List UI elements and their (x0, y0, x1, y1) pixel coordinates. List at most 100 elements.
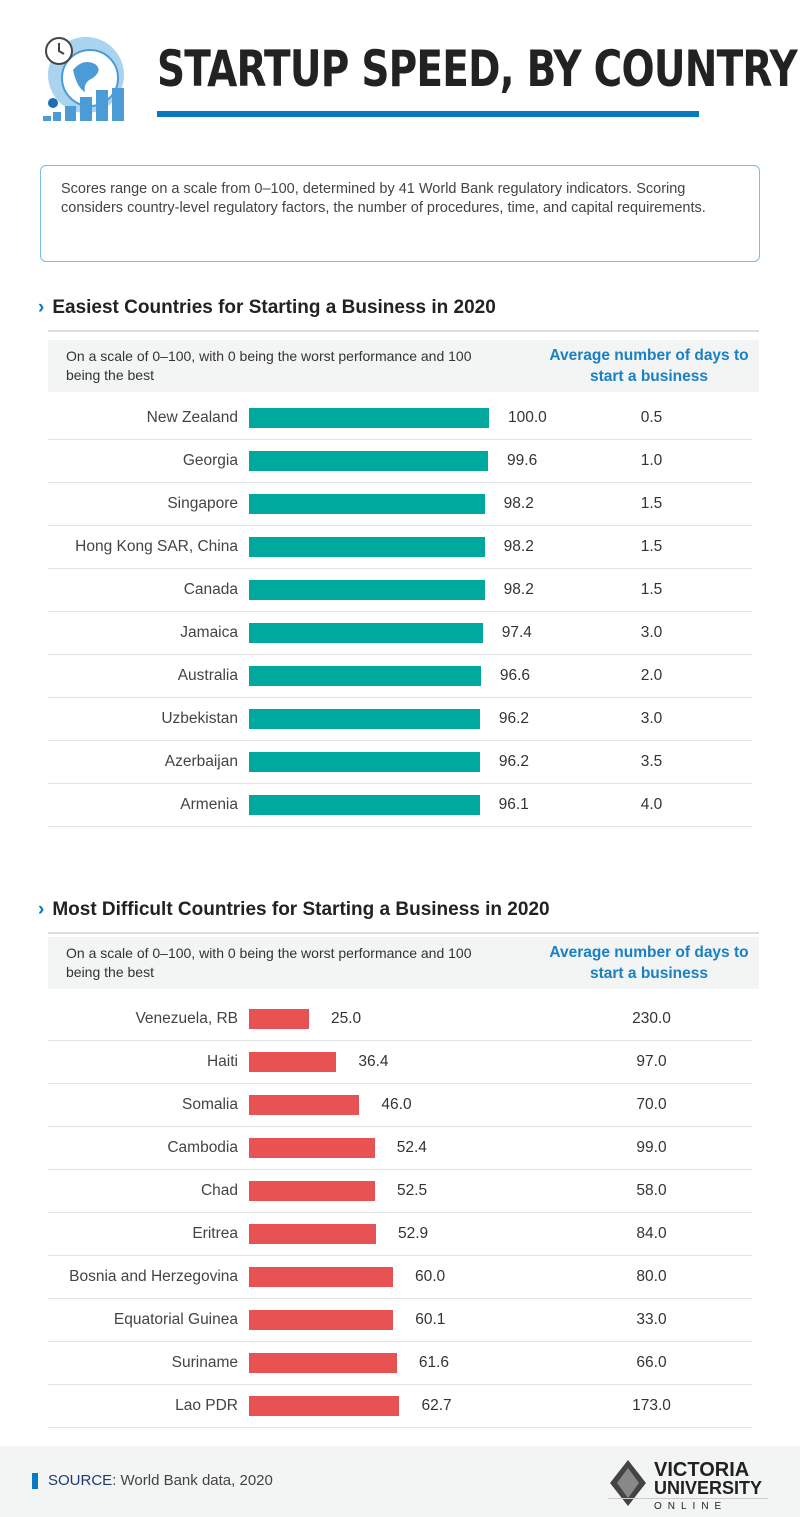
days-value: 99.0 (636, 1139, 667, 1156)
days-header: Average number of days to start a busine… (549, 944, 749, 982)
score-bar (249, 451, 489, 471)
days-value: 1.5 (640, 581, 663, 598)
table-row: Suriname 61.6 66.0 (48, 1342, 752, 1385)
score-value: 52.9 (397, 1225, 429, 1242)
country-label: Eritrea (192, 1225, 238, 1242)
table-row: Chad 52.5 58.0 (48, 1170, 752, 1213)
score-bar (249, 1138, 375, 1158)
country-label: New Zealand (146, 409, 238, 426)
svg-text:VICTORIA: VICTORIA (654, 1459, 749, 1481)
victoria-university-logo-icon: VICTORIA UNIVERSITY ONLINE (608, 1459, 768, 1512)
table-row: Jamaica 97.4 3.0 (48, 612, 752, 655)
table-row: New Zealand 100.0 0.5 (48, 397, 752, 440)
days-value: 4.0 (640, 796, 663, 813)
table-row: Eritrea 52.9 84.0 (48, 1213, 752, 1256)
score-bar (249, 494, 485, 514)
svg-text:ONLINE: ONLINE (654, 1501, 727, 1512)
score-value: 52.5 (397, 1182, 428, 1199)
days-value: 1.5 (640, 538, 663, 555)
score-value: 98.2 (503, 581, 534, 598)
days-value: 1.5 (640, 495, 663, 512)
country-label: Lao PDR (175, 1397, 238, 1414)
score-bar (249, 1310, 394, 1330)
score-bar (249, 709, 480, 729)
country-label: Canada (183, 581, 238, 598)
country-label: Suriname (171, 1354, 238, 1371)
score-value: 96.6 (499, 667, 530, 684)
score-value: 61.6 (418, 1354, 449, 1371)
days-value: 80.0 (636, 1268, 667, 1285)
country-label: Haiti (206, 1053, 238, 1070)
footer: SOURCE: World Bank data, 2020 VICTORIA U… (0, 1446, 800, 1517)
table-row: Hong Kong SAR, China 98.2 1.5 (48, 526, 752, 569)
chevron-right-icon: › (38, 899, 45, 920)
score-bar (249, 752, 480, 772)
table-row: Haiti 36.4 97.0 (48, 1041, 752, 1084)
divider (48, 932, 759, 934)
source-line: SOURCE: World Bank data, 2020 (48, 1472, 273, 1489)
country-label: Hong Kong SAR, China (75, 538, 238, 555)
score-value: 62.7 (421, 1397, 452, 1414)
score-value: 36.4 (358, 1053, 389, 1070)
scale-note: On a scale of 0–100, with 0 being the wo… (66, 348, 472, 383)
table-header: On a scale of 0–100, with 0 being the wo… (48, 340, 759, 392)
score-bar (249, 1181, 375, 1201)
days-value: 0.5 (640, 409, 663, 426)
country-label: Jamaica (180, 624, 238, 641)
table-row: Somalia 46.0 70.0 (48, 1084, 752, 1127)
country-label: Bosnia and Herzegovina (69, 1268, 238, 1285)
days-value: 1.0 (640, 452, 663, 469)
divider (48, 330, 759, 332)
score-value: 25.0 (331, 1010, 362, 1027)
table-row: Venezuela, RB 25.0 230.0 (48, 998, 752, 1041)
source-marker (32, 1473, 38, 1489)
days-value: 84.0 (636, 1225, 667, 1242)
title-underline (157, 111, 699, 117)
score-bar (249, 1267, 393, 1287)
table-row: Australia 96.6 2.0 (48, 655, 752, 698)
table-row: Uzbekistan 96.2 3.0 (48, 698, 752, 741)
score-bar (249, 1396, 400, 1416)
table-row: Canada 98.2 1.5 (48, 569, 752, 612)
country-label: Azerbaijan (164, 753, 238, 770)
days-header: Average number of days to start a busine… (549, 347, 749, 385)
days-value: 3.0 (640, 624, 663, 641)
score-value: 98.2 (503, 538, 534, 555)
svg-text:UNIVERSITY: UNIVERSITY (654, 1478, 762, 1498)
source-label: SOURCE (48, 1472, 113, 1489)
section-title: › Easiest Countries for Starting a Busine… (38, 297, 496, 319)
score-value: 100.0 (508, 409, 547, 426)
score-value: 46.0 (381, 1096, 412, 1113)
table-row: Azerbaijan 96.2 3.5 (48, 741, 752, 784)
days-value: 2.0 (640, 667, 663, 684)
score-bar (249, 1224, 376, 1244)
score-bar (249, 1009, 309, 1029)
table-row: Equatorial Guinea 60.1 33.0 (48, 1299, 752, 1342)
section-title-text: Easiest Countries for Starting a Busines… (52, 297, 496, 318)
score-bar (249, 1353, 397, 1373)
score-bar (249, 795, 480, 815)
section-title-text: Most Difficult Countries for Starting a … (52, 899, 550, 920)
score-value: 96.2 (498, 753, 530, 770)
score-value: 99.6 (507, 452, 538, 469)
table-row: Cambodia 52.4 99.0 (48, 1127, 752, 1170)
days-value: 3.0 (640, 710, 663, 727)
globe-clock-illustration-icon (43, 37, 124, 121)
days-value: 58.0 (636, 1182, 667, 1199)
days-value: 173.0 (632, 1397, 671, 1414)
score-value: 52.4 (396, 1139, 427, 1156)
days-value: 33.0 (636, 1311, 667, 1328)
table-row: Singapore 98.2 1.5 (48, 483, 752, 526)
days-value: 97.0 (636, 1053, 667, 1070)
score-value: 98.2 (503, 495, 534, 512)
score-bar (249, 580, 485, 600)
table-row: Armenia 96.1 4.0 (48, 784, 752, 827)
country-label: Somalia (182, 1096, 238, 1113)
table-row: Lao PDR 62.7 173.0 (48, 1385, 752, 1428)
table-header: On a scale of 0–100, with 0 being the wo… (48, 937, 759, 989)
country-label: Chad (200, 1182, 238, 1199)
days-value: 230.0 (632, 1010, 671, 1027)
scale-note: On a scale of 0–100, with 0 being the wo… (66, 945, 472, 980)
section-title: › Most Difficult Countries for Starting a… (38, 899, 550, 921)
score-bar (249, 666, 481, 686)
